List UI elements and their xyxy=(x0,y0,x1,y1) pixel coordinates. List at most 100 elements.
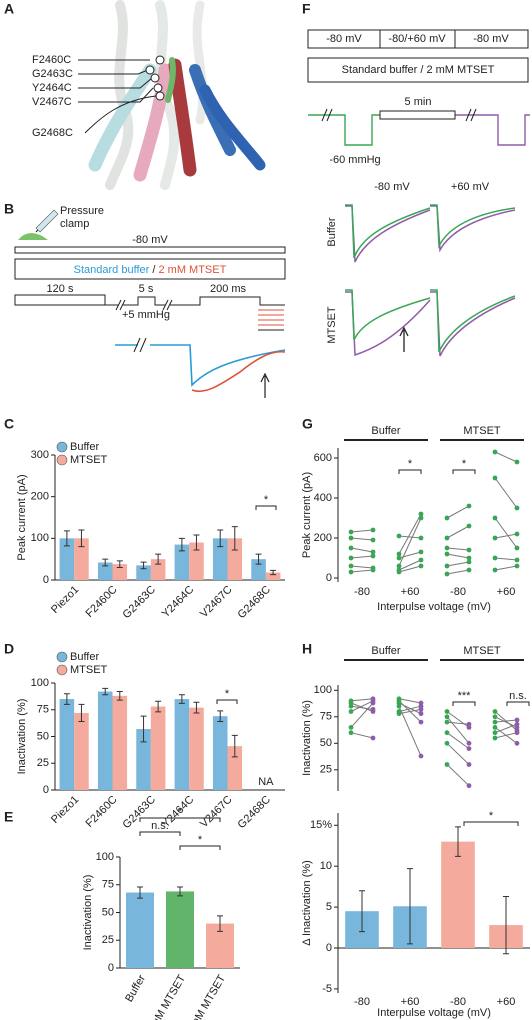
data-point xyxy=(466,783,472,789)
data-point xyxy=(466,555,472,561)
duration-label: 200 ms xyxy=(210,283,247,295)
data-point xyxy=(396,569,402,575)
pipette-icon xyxy=(18,209,59,240)
data-point xyxy=(444,515,450,521)
data-point xyxy=(492,567,498,573)
annotation: * xyxy=(408,458,413,470)
reagent-label: 2 mM MTSET xyxy=(158,264,226,276)
pair-line xyxy=(350,537,374,541)
bar xyxy=(126,892,154,968)
data-point xyxy=(466,503,472,509)
device-label: Pressure xyxy=(60,205,104,217)
x-tick-label: F2460C xyxy=(84,584,120,620)
panel-label: D xyxy=(4,641,14,657)
significance-bracket xyxy=(506,701,530,706)
bar xyxy=(97,691,113,790)
y-tick-label: 25 xyxy=(37,757,49,769)
x-tick-label: -80 xyxy=(450,586,466,598)
x-tick-label: +60 xyxy=(401,996,420,1008)
data-point xyxy=(514,459,520,465)
data-point xyxy=(492,475,498,481)
current-traces xyxy=(115,337,286,398)
significance-bracket xyxy=(216,699,238,704)
row-label: Buffer xyxy=(326,217,338,246)
x-tick-label: Y2464C xyxy=(160,584,197,621)
voltage-bar xyxy=(14,246,286,254)
x-tick-label: G2468C xyxy=(236,584,273,621)
x-tick-label: Buffer xyxy=(123,973,148,1005)
x-tick-label: +60 xyxy=(497,586,516,598)
significance-bracket xyxy=(463,821,519,826)
pair-line xyxy=(398,708,422,715)
data-point xyxy=(418,563,424,569)
x-tick-label: V2467C xyxy=(198,584,235,621)
bar xyxy=(251,559,266,580)
pair-line xyxy=(494,557,518,561)
annotation: n.s. xyxy=(151,820,169,832)
significance-bracket xyxy=(452,701,476,706)
error-bar xyxy=(217,710,224,723)
panel-label: B xyxy=(4,201,14,217)
y-tick-label: 200 xyxy=(314,532,332,544)
data-point xyxy=(418,511,424,517)
data-point xyxy=(492,709,498,714)
y-tick-label: 0 xyxy=(108,962,114,974)
data-point xyxy=(396,696,402,702)
data-point xyxy=(348,529,354,535)
panel-label: C xyxy=(4,416,14,432)
data-point xyxy=(370,549,376,555)
data-point xyxy=(444,714,450,720)
group-label: Buffer xyxy=(371,645,400,657)
data-point xyxy=(466,559,472,565)
y-tick-label: 0 xyxy=(326,572,332,584)
data-point xyxy=(396,533,402,539)
data-point xyxy=(466,547,472,553)
pair-line xyxy=(446,742,470,765)
data-point xyxy=(466,746,472,751)
data-point xyxy=(514,721,520,727)
bar xyxy=(150,559,166,580)
pair-line xyxy=(398,565,422,573)
data-point xyxy=(370,537,376,543)
y-tick-label: 100 xyxy=(314,684,332,696)
y-tick-label: 25 xyxy=(102,934,114,946)
bar xyxy=(59,538,75,580)
y-tick-label: 75 xyxy=(320,711,332,723)
y-tick-label: 5 xyxy=(326,901,332,913)
data-point xyxy=(444,535,450,541)
pair-line xyxy=(350,529,374,533)
legend-label: Buffer xyxy=(70,651,99,663)
annotation: * xyxy=(178,806,183,818)
pair-line xyxy=(494,517,518,549)
significance-bracket xyxy=(139,831,181,836)
data-point xyxy=(348,725,354,730)
mutant-label: G2463C xyxy=(32,68,73,80)
y-tick-label: 0 xyxy=(43,574,49,586)
x-tick-label: -80 xyxy=(354,586,370,598)
legend-marker xyxy=(56,651,68,663)
pair-line xyxy=(494,723,518,734)
significance-bracket xyxy=(255,505,277,510)
pair-line xyxy=(446,505,470,519)
data-point xyxy=(466,721,472,727)
pair-line xyxy=(398,535,422,539)
group-label: MTSET xyxy=(463,425,501,437)
data-point xyxy=(492,730,498,736)
y-tick-label: 300 xyxy=(31,449,49,461)
significance-bracket xyxy=(179,845,221,850)
column-label: +60 mV xyxy=(451,181,490,193)
data-point xyxy=(396,551,402,557)
data-point xyxy=(348,555,354,561)
error-bar xyxy=(231,526,238,551)
data-point xyxy=(466,740,472,746)
error-bar xyxy=(255,553,262,565)
group-label: Buffer xyxy=(371,425,400,437)
data-point xyxy=(444,571,450,577)
error-bar xyxy=(63,693,70,705)
leader-lines xyxy=(78,55,165,134)
annotation: * xyxy=(198,834,203,846)
data-point xyxy=(348,563,354,569)
bar xyxy=(74,712,89,790)
x-tick-label: V2467C xyxy=(198,794,235,831)
data-point xyxy=(396,700,402,706)
